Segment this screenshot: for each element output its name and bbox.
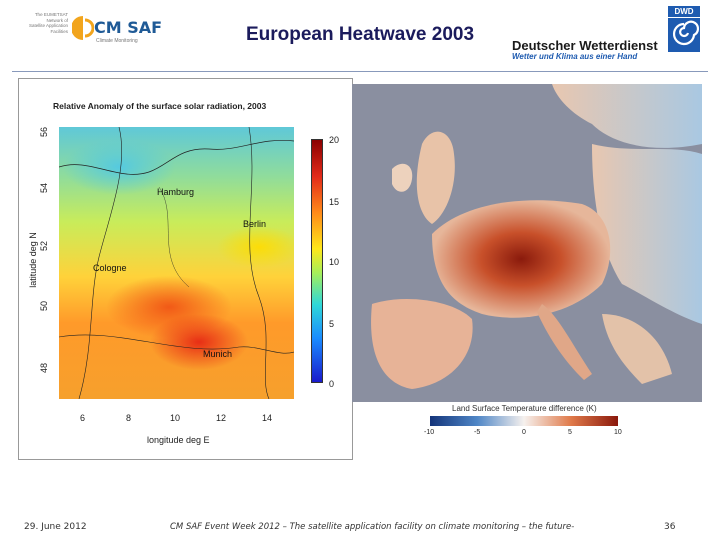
x-tick: 6 — [80, 413, 85, 423]
x-tick: 14 — [262, 413, 272, 423]
x-axis-label: longitude deg E — [147, 435, 210, 445]
lst-legend: Land Surface Temperature difference (K) … — [418, 404, 628, 440]
y-axis-label: latitude deg N — [28, 220, 38, 300]
lst-legend-tick: -5 — [474, 429, 480, 436]
x-tick: 8 — [126, 413, 131, 423]
y-tick: 50 — [39, 301, 49, 311]
dwd-badge-label: DWD — [668, 6, 700, 17]
left-figure-frame: Relative Anomaly of the surface solar ra… — [18, 78, 353, 460]
header-divider — [12, 71, 708, 72]
y-tick: 52 — [39, 241, 49, 251]
y-tick: 54 — [39, 183, 49, 193]
dwd-name: Deutscher Wetterdienst — [512, 38, 658, 53]
solar-colorbar — [311, 139, 323, 383]
y-tick: 56 — [39, 127, 49, 137]
city-label-berlin: Berlin — [243, 219, 266, 229]
left-map-title: Relative Anomaly of the surface solar ra… — [53, 101, 266, 111]
page-number: 36 — [664, 522, 675, 532]
colorbar-tick: 10 — [329, 257, 339, 267]
dwd-swirl-icon — [668, 18, 700, 52]
dwd-badge: DWD — [668, 6, 700, 54]
footer-event: CM SAF Event Week 2012 – The satellite a… — [170, 522, 574, 532]
lst-legend-tick: -10 — [424, 429, 434, 436]
colorbar-tick: 5 — [329, 319, 334, 329]
lst-legend-bar — [430, 416, 618, 426]
lst-difference-map — [352, 84, 702, 402]
colorbar-tick: 20 — [329, 135, 339, 145]
lst-legend-title: Land Surface Temperature difference (K) — [452, 404, 597, 413]
city-label-cologne: Cologne — [93, 263, 127, 273]
x-tick: 12 — [216, 413, 226, 423]
lst-legend-tick: 0 — [522, 429, 526, 436]
lst-legend-tick: 10 — [614, 429, 622, 436]
colorbar-tick: 15 — [329, 197, 339, 207]
city-label-hamburg: Hamburg — [157, 187, 194, 197]
y-tick: 48 — [39, 363, 49, 373]
dwd-logo: Deutscher Wetterdienst Wetter und Klima … — [506, 6, 708, 64]
dwd-slogan: Wetter und Klima aus einer Hand — [512, 52, 637, 61]
colorbar-tick: 0 — [329, 379, 334, 389]
x-tick: 10 — [170, 413, 180, 423]
city-label-munich: Munich — [203, 349, 232, 359]
lst-legend-tick: 5 — [568, 429, 572, 436]
footer-date: 29. June 2012 — [24, 522, 87, 532]
